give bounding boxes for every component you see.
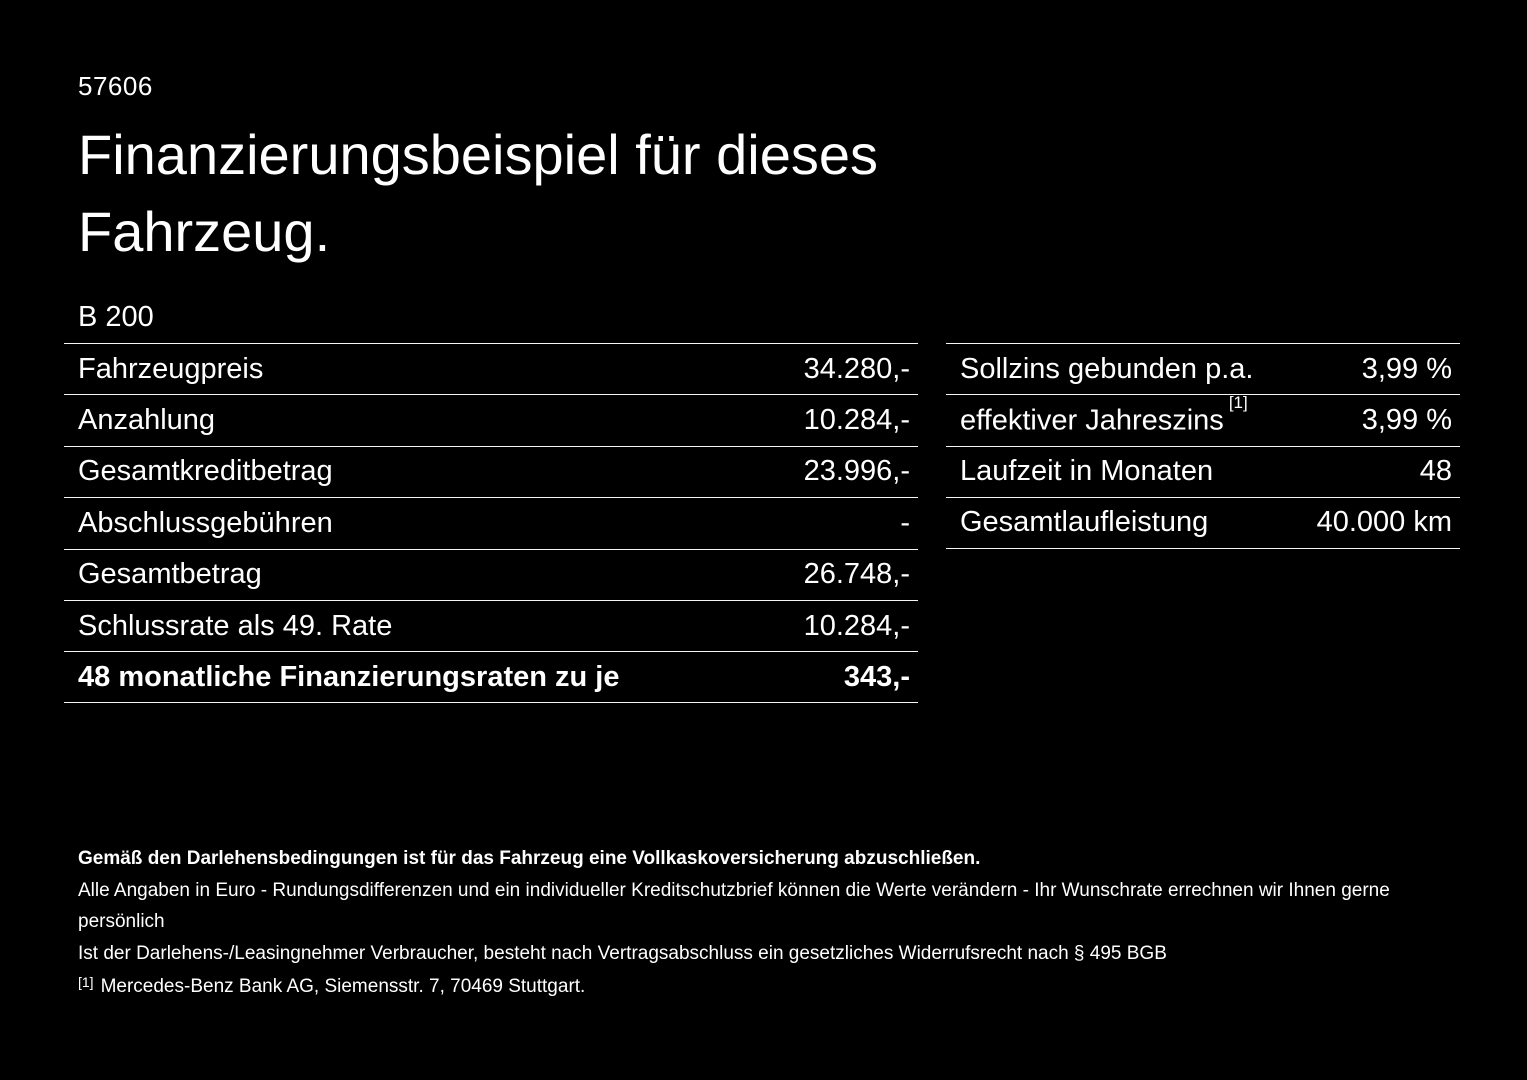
conditions-table: Sollzins gebunden p.a. 3,99 % effektiver… [946, 343, 1460, 549]
table-row: Schlussrate als 49. Rate 10.284,- [64, 599, 918, 651]
row-value: 40.000 km [1316, 506, 1452, 539]
footnote-ref: [1] [1228, 392, 1248, 412]
row-value: 3,99 % [1361, 352, 1452, 385]
row-label: Abschlussgebühren [78, 506, 333, 539]
row-label-text: effektiver Jahreszins [960, 404, 1224, 437]
row-value: 3,99 % [1361, 404, 1452, 437]
table-row: Fahrzeugpreis 34.280,- [64, 343, 918, 394]
table-row: effektiver Jahreszins[1] 3,99 % [946, 393, 1460, 445]
page-title-line1: Finanzierungsbeispiel für dieses [78, 123, 878, 186]
row-label: Gesamtbetrag [78, 558, 262, 591]
table-row-monthly-rate: 48 monatliche Finanzierungsraten zu je 3… [64, 651, 918, 703]
document-number: 57606 [78, 71, 153, 101]
row-value: - [900, 506, 910, 539]
row-label: 48 monatliche Finanzierungsraten zu je [78, 660, 620, 693]
page-title: Finanzierungsbeispiel für dieses Fahrzeug… [78, 116, 878, 270]
row-value: 23.996,- [803, 455, 910, 488]
row-label: Sollzins gebunden p.a. [960, 352, 1254, 385]
row-label: Fahrzeugpreis [78, 352, 264, 385]
insurance-note: Gemäß den Darlehensbedingungen ist für d… [78, 848, 981, 869]
footnote-text: Mercedes-Benz Bank AG, Siemensstr. 7, 70… [100, 976, 586, 997]
table-row: Sollzins gebunden p.a. 3,99 % [946, 343, 1460, 394]
row-value: 10.284,- [803, 404, 910, 437]
row-label: Gesamtkreditbetrag [78, 455, 333, 488]
row-label: Anzahlung [78, 404, 216, 437]
row-label: effektiver Jahreszins[1] [960, 393, 1248, 438]
page-title-line2: Fahrzeug. [78, 200, 331, 263]
row-label: Gesamtlaufleistung [960, 506, 1209, 539]
disclaimer-line1: Alle Angaben in Euro - Rundungsdifferenz… [78, 879, 1390, 933]
disclaimer-line2: Ist der Darlehens-/Leasingnehmer Verbrau… [78, 942, 1167, 964]
row-label: Schlussrate als 49. Rate [78, 609, 393, 642]
table-row: Laufzeit in Monaten 48 [946, 445, 1460, 497]
row-value: 343,- [843, 660, 910, 693]
table-row: Abschlussgebühren - [64, 497, 918, 548]
table-row: Anzahlung 10.284,- [64, 394, 918, 445]
row-value: 26.748,- [803, 558, 910, 591]
row-value: 34.280,- [803, 352, 910, 385]
table-row: Gesamtlaufleistung 40.000 km [946, 497, 1460, 549]
footnote-marker: [1] [78, 974, 94, 990]
vehicle-model: B 200 [78, 301, 154, 333]
row-value: 48 [1419, 455, 1452, 488]
financing-table: Fahrzeugpreis 34.280,- Anzahlung 10.284,… [64, 343, 918, 703]
footer-notes: Gemäß den Darlehensbedingungen ist für d… [78, 843, 1458, 1004]
row-label: Laufzeit in Monaten [960, 455, 1214, 488]
table-row: Gesamtbetrag 26.748,- [64, 548, 918, 600]
row-value: 10.284,- [803, 609, 910, 642]
table-row: Gesamtkreditbetrag 23.996,- [64, 445, 918, 497]
footnote: [1] Mercedes-Benz Bank AG, Siemensstr. 7,… [78, 971, 1458, 1004]
